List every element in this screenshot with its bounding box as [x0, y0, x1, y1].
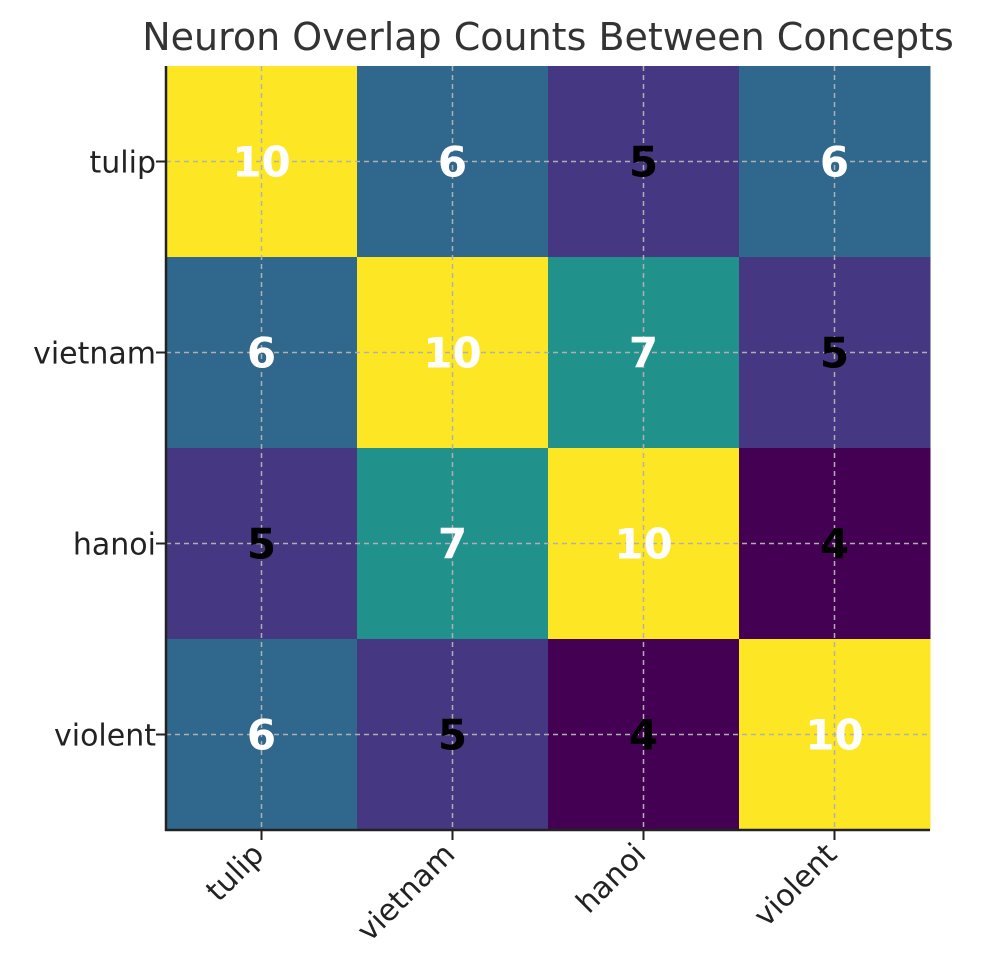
- cell-value-label: 7: [629, 329, 658, 378]
- cell-value-label: 10: [805, 711, 863, 760]
- cell-value-label: 5: [629, 138, 658, 187]
- cell-value-label: 6: [438, 138, 467, 187]
- y-tick-label-vietnam: vietnam: [33, 337, 156, 372]
- cell-value-label: 5: [247, 520, 276, 569]
- x-tick-label-hanoi: hanoi: [570, 837, 654, 921]
- cell-value-label: 10: [232, 138, 290, 187]
- heatmap-cell-vietnam-vietnam: [357, 257, 549, 449]
- cell-value-label: 4: [629, 711, 658, 760]
- cell-value-label: 7: [438, 520, 467, 569]
- cell-value-label: 10: [423, 329, 481, 378]
- x-tick-label-violent: violent: [747, 837, 844, 934]
- cell-value-label: 5: [438, 711, 467, 760]
- cell-value-label: 10: [614, 520, 672, 569]
- cell-value-label: 4: [820, 520, 849, 569]
- y-tick-label-violent: violent: [54, 719, 156, 754]
- cell-value-label: 6: [820, 138, 849, 187]
- cell-value-label: 6: [247, 329, 276, 378]
- chart-title: Neuron Overlap Counts Between Concepts: [142, 15, 954, 59]
- x-tick-labels: tulip vietnam hanoi violent: [199, 837, 844, 949]
- cell-value-labels: 10 6 5 6 6 10 7 5 5 7 10 4 6 5 4 10: [232, 138, 863, 760]
- cell-value-label: 5: [820, 329, 849, 378]
- y-tick-label-hanoi: hanoi: [73, 528, 156, 563]
- y-tick-labels: tulip vietnam hanoi violent: [33, 146, 156, 754]
- x-tick-label-vietnam: vietnam: [350, 837, 462, 949]
- x-tick-label-tulip: tulip: [199, 837, 271, 909]
- cell-value-label: 6: [247, 711, 276, 760]
- axis-ticks: [156, 160, 836, 840]
- axes: [164, 66, 930, 832]
- grid-lines: [166, 66, 930, 830]
- y-tick-label-tulip: tulip: [90, 146, 157, 181]
